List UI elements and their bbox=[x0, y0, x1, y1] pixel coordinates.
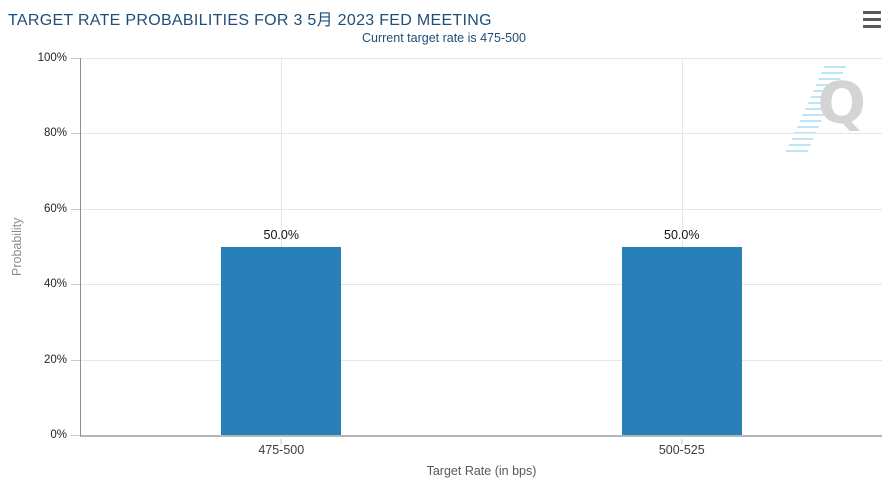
y-tick bbox=[71, 208, 80, 210]
x-axis-title: Target Rate (in bps) bbox=[426, 464, 537, 478]
chart-menu-button[interactable] bbox=[863, 11, 881, 29]
gridline-80 bbox=[81, 133, 882, 135]
x-tick bbox=[681, 439, 683, 444]
gridline-40 bbox=[81, 284, 882, 286]
bar-slot-475-500: 50.0% bbox=[81, 58, 482, 435]
hamburger-icon bbox=[863, 11, 881, 28]
x-category-label: 500-525 bbox=[658, 443, 705, 457]
chart-subtitle: Current target rate is 475-500 bbox=[362, 31, 526, 45]
y-tick-label: 80% bbox=[43, 127, 67, 140]
gridline-20 bbox=[81, 359, 882, 361]
bar-500-525[interactable] bbox=[621, 246, 742, 435]
y-tick bbox=[71, 359, 80, 361]
y-tick bbox=[71, 58, 80, 59]
y-tick-label: 60% bbox=[43, 202, 67, 215]
y-tick bbox=[71, 133, 80, 135]
gridline-100 bbox=[81, 58, 882, 59]
plot-area: Q 100% 80% 60% 40% 20% 0% Probability 50… bbox=[10, 52, 883, 478]
y-axis-title: Probability bbox=[10, 217, 24, 276]
y-tick bbox=[71, 435, 80, 436]
y-tick-label: 20% bbox=[43, 353, 67, 366]
chart-title: TARGET RATE PROBABILITIES FOR 3 5月 2023 … bbox=[8, 12, 492, 29]
y-tick-label: 40% bbox=[43, 278, 67, 291]
x-tick bbox=[280, 439, 282, 444]
bar-slot-500-525: 50.0% bbox=[482, 58, 883, 435]
y-tick bbox=[71, 284, 80, 286]
y-tick-label: 100% bbox=[37, 52, 67, 64]
x-category-label: 475-500 bbox=[258, 443, 305, 457]
y-tick-label: 0% bbox=[50, 429, 67, 441]
bar-value-label: 50.0% bbox=[664, 227, 700, 242]
bar-value-label: 50.0% bbox=[263, 227, 299, 242]
bar-475-500[interactable] bbox=[221, 246, 342, 435]
gridline-60 bbox=[81, 208, 882, 210]
